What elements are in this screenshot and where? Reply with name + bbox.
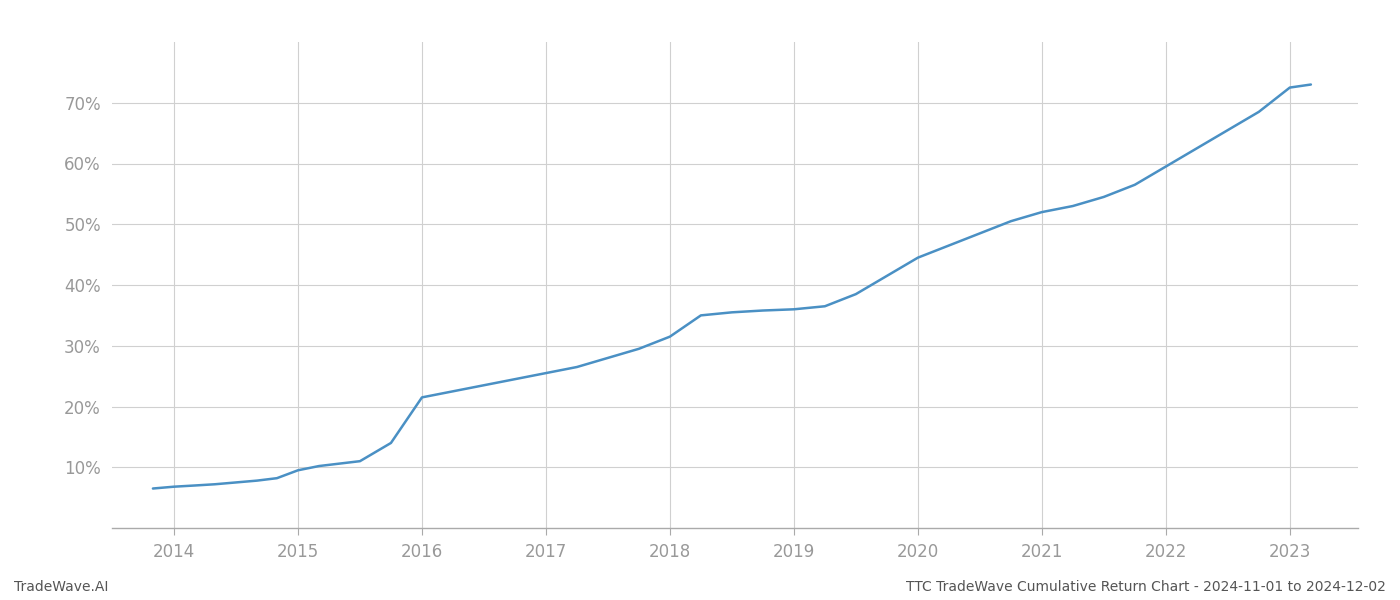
- Text: TradeWave.AI: TradeWave.AI: [14, 580, 108, 594]
- Text: TTC TradeWave Cumulative Return Chart - 2024-11-01 to 2024-12-02: TTC TradeWave Cumulative Return Chart - …: [906, 580, 1386, 594]
